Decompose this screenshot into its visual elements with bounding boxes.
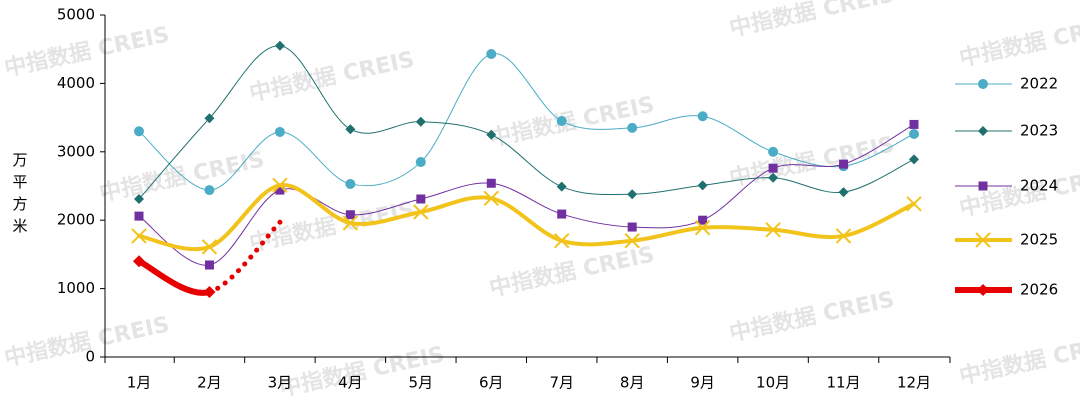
- marker: [839, 159, 849, 169]
- legend-label: 2026: [1020, 281, 1058, 299]
- marker: [486, 129, 497, 140]
- marker: [345, 210, 355, 220]
- watermark: 中指数据 CREIS: [727, 286, 897, 346]
- x-tick-label: 1月: [127, 374, 152, 392]
- watermark: 中指数据 CREIS: [487, 91, 657, 151]
- marker: [627, 222, 637, 232]
- marker: [413, 204, 429, 220]
- series: [134, 40, 919, 204]
- marker: [131, 228, 147, 244]
- marker: [835, 228, 852, 244]
- marker: [272, 177, 288, 194]
- marker: [906, 196, 922, 212]
- x-tick-label: 3月: [268, 374, 293, 392]
- marker: [627, 189, 638, 200]
- y-tick-label: 5000: [57, 6, 95, 24]
- marker: [134, 193, 144, 204]
- line: [138, 123, 915, 266]
- legend-marker: [978, 79, 988, 89]
- x-tick-label: 6月: [479, 374, 504, 392]
- marker: [203, 286, 216, 299]
- watermark: 中指数据 CREIS: [247, 46, 417, 106]
- marker: [415, 116, 426, 127]
- watermark: 中指数据 CREIS: [247, 196, 417, 256]
- marker: [204, 260, 214, 270]
- marker: [342, 215, 359, 231]
- marker: [765, 222, 781, 238]
- watermark: 中指数据 CREIS: [727, 0, 897, 42]
- x-tick-label: 9月: [690, 374, 715, 392]
- marker: [697, 180, 708, 191]
- marker: [697, 111, 708, 122]
- watermark: 中指数据 CREIS: [957, 161, 1080, 221]
- x-tick-label: 4月: [338, 374, 363, 392]
- x-tick-label: 5月: [409, 374, 434, 392]
- marker: [416, 194, 426, 204]
- marker: [768, 163, 778, 173]
- marker: [486, 178, 496, 188]
- x-tick-label: 8月: [620, 374, 645, 392]
- marker: [694, 220, 711, 236]
- marker: [134, 126, 144, 137]
- y-tick-label: 0: [85, 348, 95, 366]
- marker: [134, 211, 144, 221]
- x-tick-label: 10月: [756, 374, 790, 392]
- series: [134, 48, 919, 196]
- watermark: 中指数据 CREIS: [487, 241, 657, 301]
- series: [134, 119, 919, 270]
- y-tick-label: 4000: [57, 74, 95, 92]
- marker: [345, 124, 356, 135]
- watermark: 中指数据 CREIS: [957, 11, 1080, 71]
- legend-label: 2025: [1020, 231, 1058, 249]
- y-tick-label: 2000: [57, 211, 95, 229]
- marker: [204, 185, 215, 196]
- y-axis-label: 万平方米: [12, 151, 27, 235]
- legend-label: 2022: [1020, 75, 1058, 93]
- legend-marker: [975, 232, 991, 248]
- marker: [838, 187, 849, 198]
- marker: [486, 48, 497, 59]
- marker: [554, 233, 570, 249]
- watermark: 中指数据 CREIS: [957, 329, 1080, 389]
- marker: [627, 122, 638, 133]
- x-tick-label: 11月: [826, 374, 860, 392]
- marker: [698, 215, 708, 225]
- x-tick-label: 2月: [197, 374, 222, 392]
- marker: [768, 172, 779, 183]
- series: [131, 177, 922, 255]
- legend-label: 2023: [1020, 122, 1058, 140]
- marker: [274, 40, 285, 51]
- series: [133, 219, 283, 299]
- marker: [204, 113, 215, 124]
- marker: [624, 233, 640, 249]
- marker: [556, 181, 567, 192]
- marker: [483, 190, 499, 207]
- x-tick-label: 7月: [549, 374, 574, 392]
- legend-marker: [977, 284, 989, 296]
- marker: [909, 129, 919, 140]
- marker: [274, 126, 285, 137]
- marker: [557, 209, 567, 219]
- legend-label: 2024: [1020, 177, 1058, 195]
- marker: [345, 178, 356, 189]
- watermark: 中指数据 CREIS: [2, 21, 172, 81]
- legend-marker: [978, 181, 988, 191]
- legend-marker: [978, 126, 988, 136]
- marker: [133, 255, 145, 268]
- marker: [201, 239, 218, 255]
- line: [136, 258, 213, 296]
- marker: [909, 119, 919, 129]
- line: [206, 219, 283, 295]
- x-tick-label: 12月: [897, 374, 931, 392]
- marker: [556, 116, 567, 127]
- marker: [415, 157, 426, 168]
- y-tick-label: 3000: [57, 142, 95, 160]
- marker: [275, 185, 285, 195]
- y-tick-label: 1000: [57, 279, 95, 297]
- marker: [768, 146, 779, 157]
- watermark: 中指数据 CREIS: [97, 146, 267, 206]
- marker: [909, 154, 919, 165]
